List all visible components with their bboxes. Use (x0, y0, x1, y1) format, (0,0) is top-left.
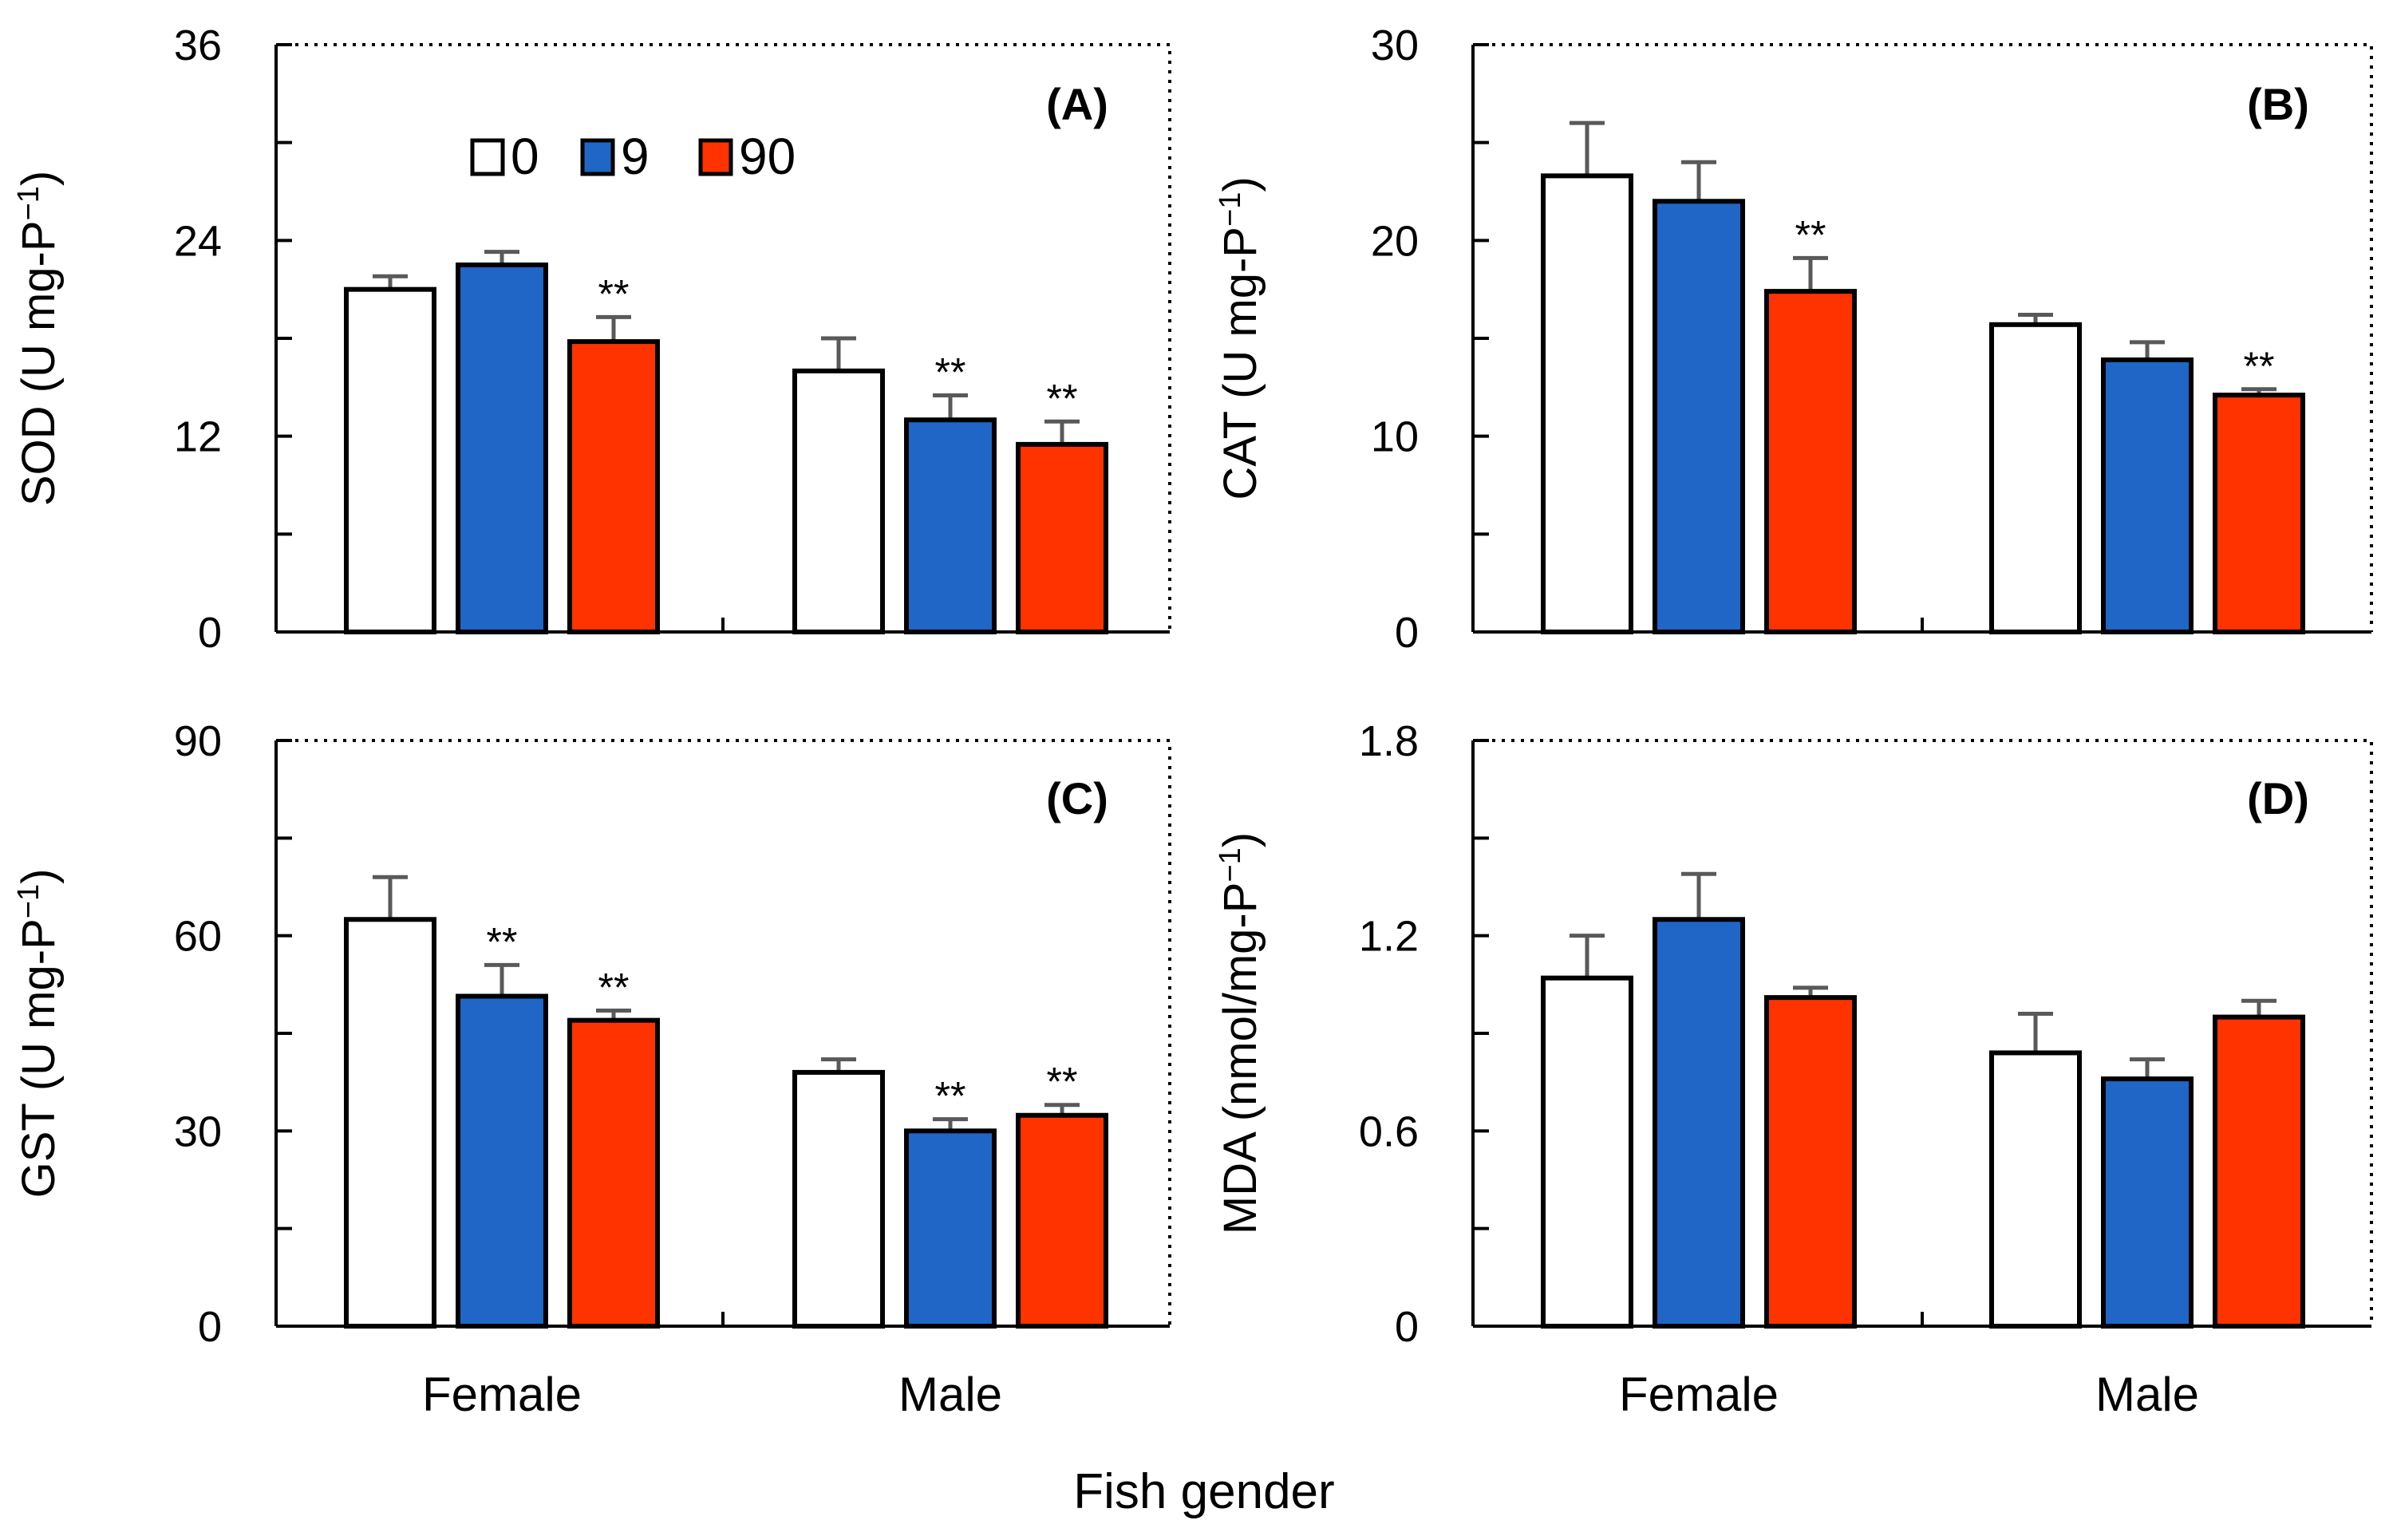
bar-c-female-9 (456, 993, 548, 1329)
panel-label: (B) (2247, 79, 2309, 129)
error-bar-b-female-9 (1681, 160, 1716, 202)
panel-a: 0 12 24 36 SOD (U mg-P−1) (A) ** ** ** (12, 22, 1171, 657)
x-category-label: Male (898, 1368, 1002, 1421)
legend-swatch-90 (698, 138, 733, 176)
legend-swatch-9 (580, 138, 615, 176)
bar-c-female-0 (344, 917, 436, 1329)
error-bar-a-male-9 (933, 393, 968, 421)
y-tick-label: 0.6 (1359, 1108, 1419, 1155)
significance-marker: ** (487, 919, 518, 964)
legend-label-9: 9 (621, 128, 650, 185)
bar-a-female-90 (567, 339, 660, 634)
bar-c-female-90 (567, 1017, 660, 1329)
bar-a-female-0 (344, 286, 436, 634)
y-tick-label: 60 (174, 913, 222, 961)
plot-frame (276, 43, 1171, 632)
y-tick-label: 24 (174, 217, 222, 265)
bar-d-female-9 (1653, 917, 1745, 1329)
panel-label: (A) (1046, 79, 1108, 129)
error-bar-d-male-9 (2130, 1057, 2165, 1080)
y-tick-label: 10 (1371, 413, 1419, 461)
y-axis-label: MDA (nmol/mg-P−1) (1214, 832, 1266, 1234)
y-tick-label: 30 (174, 1108, 222, 1155)
legend-label-0: 0 (511, 128, 539, 185)
x-category-label: Female (422, 1368, 582, 1421)
bar-a-male-0 (792, 368, 885, 634)
panel-b: 0 10 20 30 CAT (U mg-P−1) (B) ** ** (1214, 22, 2373, 657)
bar-b-female-0 (1541, 173, 1633, 634)
bar-b-male-90 (2213, 393, 2305, 634)
error-bar-d-male-0 (2018, 1012, 2053, 1053)
significance-marker: ** (598, 271, 630, 316)
error-bar-d-male-90 (2241, 998, 2276, 1017)
y-tick-label: 30 (1371, 22, 1419, 69)
y-tick-label: 0 (198, 609, 222, 657)
y-tick-label: 90 (174, 717, 222, 765)
error-bar-a-female-90 (596, 314, 631, 342)
bar-d-female-90 (1764, 995, 1857, 1329)
y-tick-label: 1.2 (1359, 913, 1419, 961)
bar-b-female-90 (1764, 289, 1857, 634)
error-bar-c-female-0 (373, 875, 408, 920)
significance-marker: ** (1047, 376, 1078, 421)
error-bar-a-male-0 (821, 336, 856, 371)
bar-a-female-9 (456, 263, 548, 634)
significance-marker: ** (935, 350, 966, 395)
y-tick-label: 12 (174, 413, 222, 461)
bar-a-male-9 (904, 417, 997, 634)
plot-frame (1473, 43, 2373, 632)
bar-b-male-0 (1989, 322, 2082, 634)
panel-d: 0 0.6 1.2 1.8 MDA (nmol/mg-P−1) (D) Female Male (1214, 717, 2373, 1421)
x-axis-title: Fish gender (1073, 1464, 1334, 1519)
significance-marker: ** (935, 1074, 966, 1119)
bar-b-male-9 (2101, 357, 2194, 634)
panel-label: (C) (1046, 773, 1108, 823)
error-bar-c-female-9 (484, 962, 519, 997)
y-tick-label: 20 (1371, 217, 1419, 265)
error-bar-b-female-0 (1570, 120, 1605, 176)
y-axis-label: CAT (U mg-P−1) (1214, 176, 1266, 500)
bar-d-male-90 (2213, 1014, 2305, 1329)
y-tick-label: 36 (174, 22, 222, 69)
y-tick-label: 0 (1395, 1303, 1419, 1351)
significance-marker: ** (598, 965, 630, 1009)
bar-d-female-0 (1541, 975, 1633, 1329)
x-category-label: Male (2095, 1368, 2199, 1421)
error-bar-b-male-9 (2130, 340, 2165, 360)
y-axis-label: GST (U mg-P−1) (12, 869, 65, 1198)
panel-c: 0 30 60 90 GST (U mg-P−1) (C) ** ** ** ** Female Ma… (12, 717, 1171, 1421)
error-bar-d-female-9 (1681, 871, 1716, 920)
bar-c-male-9 (904, 1128, 997, 1329)
significance-marker: ** (1795, 212, 1826, 257)
legend: 0 9 90 (470, 128, 796, 185)
legend-label-90: 90 (739, 128, 796, 185)
y-tick-label: 1.8 (1359, 717, 1419, 765)
significance-marker: ** (1047, 1060, 1078, 1104)
plot-frame (1473, 739, 2373, 1326)
bar-b-female-9 (1653, 199, 1745, 634)
bar-d-male-9 (2101, 1076, 2194, 1329)
legend-swatch-0 (470, 138, 505, 176)
bar-a-male-90 (1016, 441, 1108, 635)
y-tick-label: 0 (1395, 609, 1419, 657)
error-bar-d-female-0 (1570, 934, 1605, 978)
x-category-label: Female (1619, 1368, 1779, 1421)
panel-label: (D) (2247, 773, 2309, 823)
bar-d-male-0 (1989, 1050, 2082, 1329)
bar-c-male-90 (1016, 1112, 1108, 1329)
error-bar-a-male-90 (1044, 419, 1080, 444)
y-tick-label: 0 (198, 1303, 222, 1351)
bar-c-male-0 (792, 1069, 885, 1329)
significance-marker: ** (2244, 344, 2275, 389)
plot-frame (276, 739, 1171, 1326)
error-bar-b-female-90 (1793, 255, 1828, 292)
y-axis-label: SOD (U mg-P−1) (12, 171, 65, 506)
